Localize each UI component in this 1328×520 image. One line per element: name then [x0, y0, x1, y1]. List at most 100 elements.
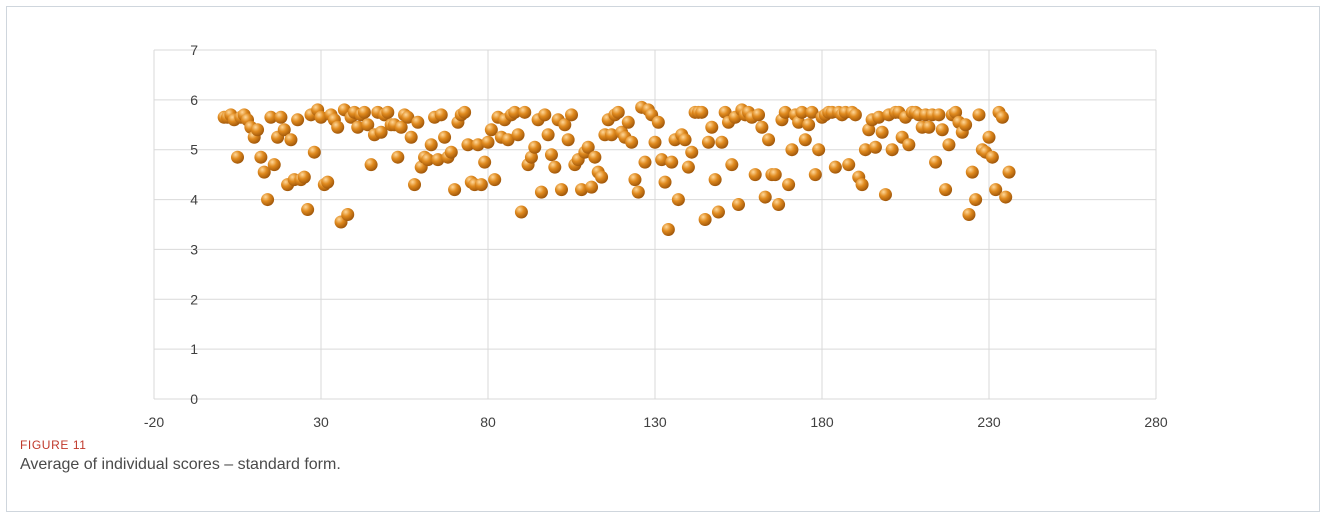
data-point-167 — [772, 198, 786, 212]
data-point-123 — [625, 135, 639, 149]
y-tick-label-0: 0 — [190, 391, 198, 407]
data-point-110 — [581, 140, 595, 154]
y-tick-label-4: 4 — [190, 192, 198, 208]
data-point-79 — [478, 155, 492, 169]
data-point-201 — [885, 143, 899, 157]
data-point-173 — [792, 115, 806, 129]
data-point-70 — [448, 183, 462, 197]
data-point-206 — [902, 138, 916, 152]
data-point-93 — [524, 150, 538, 164]
data-point-102 — [554, 183, 568, 197]
data-point-216 — [935, 123, 949, 137]
y-tick-label-2: 2 — [190, 291, 198, 307]
data-point-199 — [878, 188, 892, 202]
data-point-63 — [424, 138, 438, 152]
data-point-58 — [408, 178, 422, 192]
data-point-114 — [595, 170, 609, 184]
data-point-100 — [548, 160, 562, 174]
data-point-108 — [575, 183, 589, 197]
data-point-160 — [748, 168, 762, 182]
data-point-54 — [394, 120, 408, 134]
data-point-69 — [444, 145, 458, 159]
data-point-89 — [511, 128, 525, 142]
data-point-214 — [929, 155, 943, 169]
data-point-198 — [875, 125, 889, 139]
data-point-232 — [989, 183, 1003, 197]
data-point-139 — [678, 133, 692, 147]
data-point-91 — [518, 105, 532, 119]
y-tick-label-5: 5 — [190, 142, 198, 158]
data-point-133 — [658, 175, 672, 189]
x-tick-label-0: -20 — [144, 414, 164, 430]
data-point-50 — [381, 105, 395, 119]
data-point-234 — [995, 110, 1009, 124]
y-tick-label-7: 7 — [190, 42, 198, 58]
data-point-30 — [314, 110, 328, 124]
data-point-18 — [274, 110, 288, 124]
data-point-104 — [561, 133, 575, 147]
scatter-chart: 0 1 2 3 4 5 6 7 -20 30 80 130 180 230 280 — [144, 42, 1168, 430]
data-point-140 — [681, 160, 695, 174]
data-point-73 — [458, 105, 472, 119]
data-point-170 — [782, 178, 796, 192]
data-point-86 — [501, 133, 515, 147]
data-point-231 — [985, 150, 999, 164]
data-point-171 — [785, 143, 799, 157]
data-point-45 — [364, 158, 378, 172]
data-point-212 — [922, 120, 936, 134]
data-point-94 — [528, 140, 542, 154]
y-tick-label-3: 3 — [190, 241, 198, 257]
figure-caption: Average of individual scores – standard … — [20, 456, 341, 473]
data-point-32 — [321, 175, 335, 189]
x-tick-label-6: 280 — [1144, 414, 1168, 430]
data-point-97 — [538, 108, 552, 122]
data-point-147 — [705, 120, 719, 134]
data-point-130 — [648, 135, 662, 149]
data-point-23 — [291, 113, 305, 127]
data-point-193 — [858, 143, 872, 157]
data-point-25 — [297, 170, 311, 184]
data-point-145 — [698, 213, 712, 227]
data-point-80 — [481, 135, 495, 149]
data-point-11 — [251, 123, 265, 137]
data-point-124 — [628, 173, 642, 187]
x-tick-label-5: 230 — [977, 414, 1001, 430]
data-point-98 — [541, 128, 555, 142]
data-point-223 — [959, 118, 973, 132]
data-point-217 — [939, 183, 953, 197]
x-tick-label-3: 130 — [643, 414, 667, 430]
data-point-230 — [982, 130, 996, 144]
data-point-65 — [431, 153, 445, 167]
x-tick-label-1: 30 — [313, 414, 329, 430]
data-point-132 — [655, 153, 669, 167]
data-point-224 — [962, 208, 976, 222]
data-point-153 — [725, 158, 739, 172]
data-point-103 — [558, 118, 572, 132]
data-point-81 — [484, 123, 498, 137]
data-point-105 — [565, 108, 578, 122]
data-point-194 — [862, 123, 876, 137]
data-point-151 — [718, 105, 732, 119]
data-point-164 — [762, 133, 776, 147]
data-point-19 — [277, 123, 291, 137]
data-point-74 — [461, 138, 475, 152]
data-point-141 — [685, 145, 699, 159]
data-point-148 — [708, 173, 722, 187]
data-point-77 — [471, 138, 485, 152]
data-point-125 — [631, 185, 645, 199]
data-point-53 — [391, 150, 405, 164]
gridlines — [153, 49, 1157, 400]
data-point-149 — [711, 205, 725, 219]
data-point-174 — [795, 105, 809, 119]
data-point-175 — [798, 133, 812, 147]
data-point-146 — [701, 135, 715, 149]
data-point-218 — [942, 138, 956, 152]
data-point-82 — [488, 173, 502, 187]
data-point-134 — [661, 222, 675, 236]
data-point-15 — [264, 110, 278, 124]
data-point-197 — [872, 110, 886, 124]
data-point-169 — [778, 105, 792, 119]
data-point-225 — [965, 165, 979, 179]
data-point-16 — [267, 158, 281, 172]
figure-frame — [6, 6, 1320, 512]
